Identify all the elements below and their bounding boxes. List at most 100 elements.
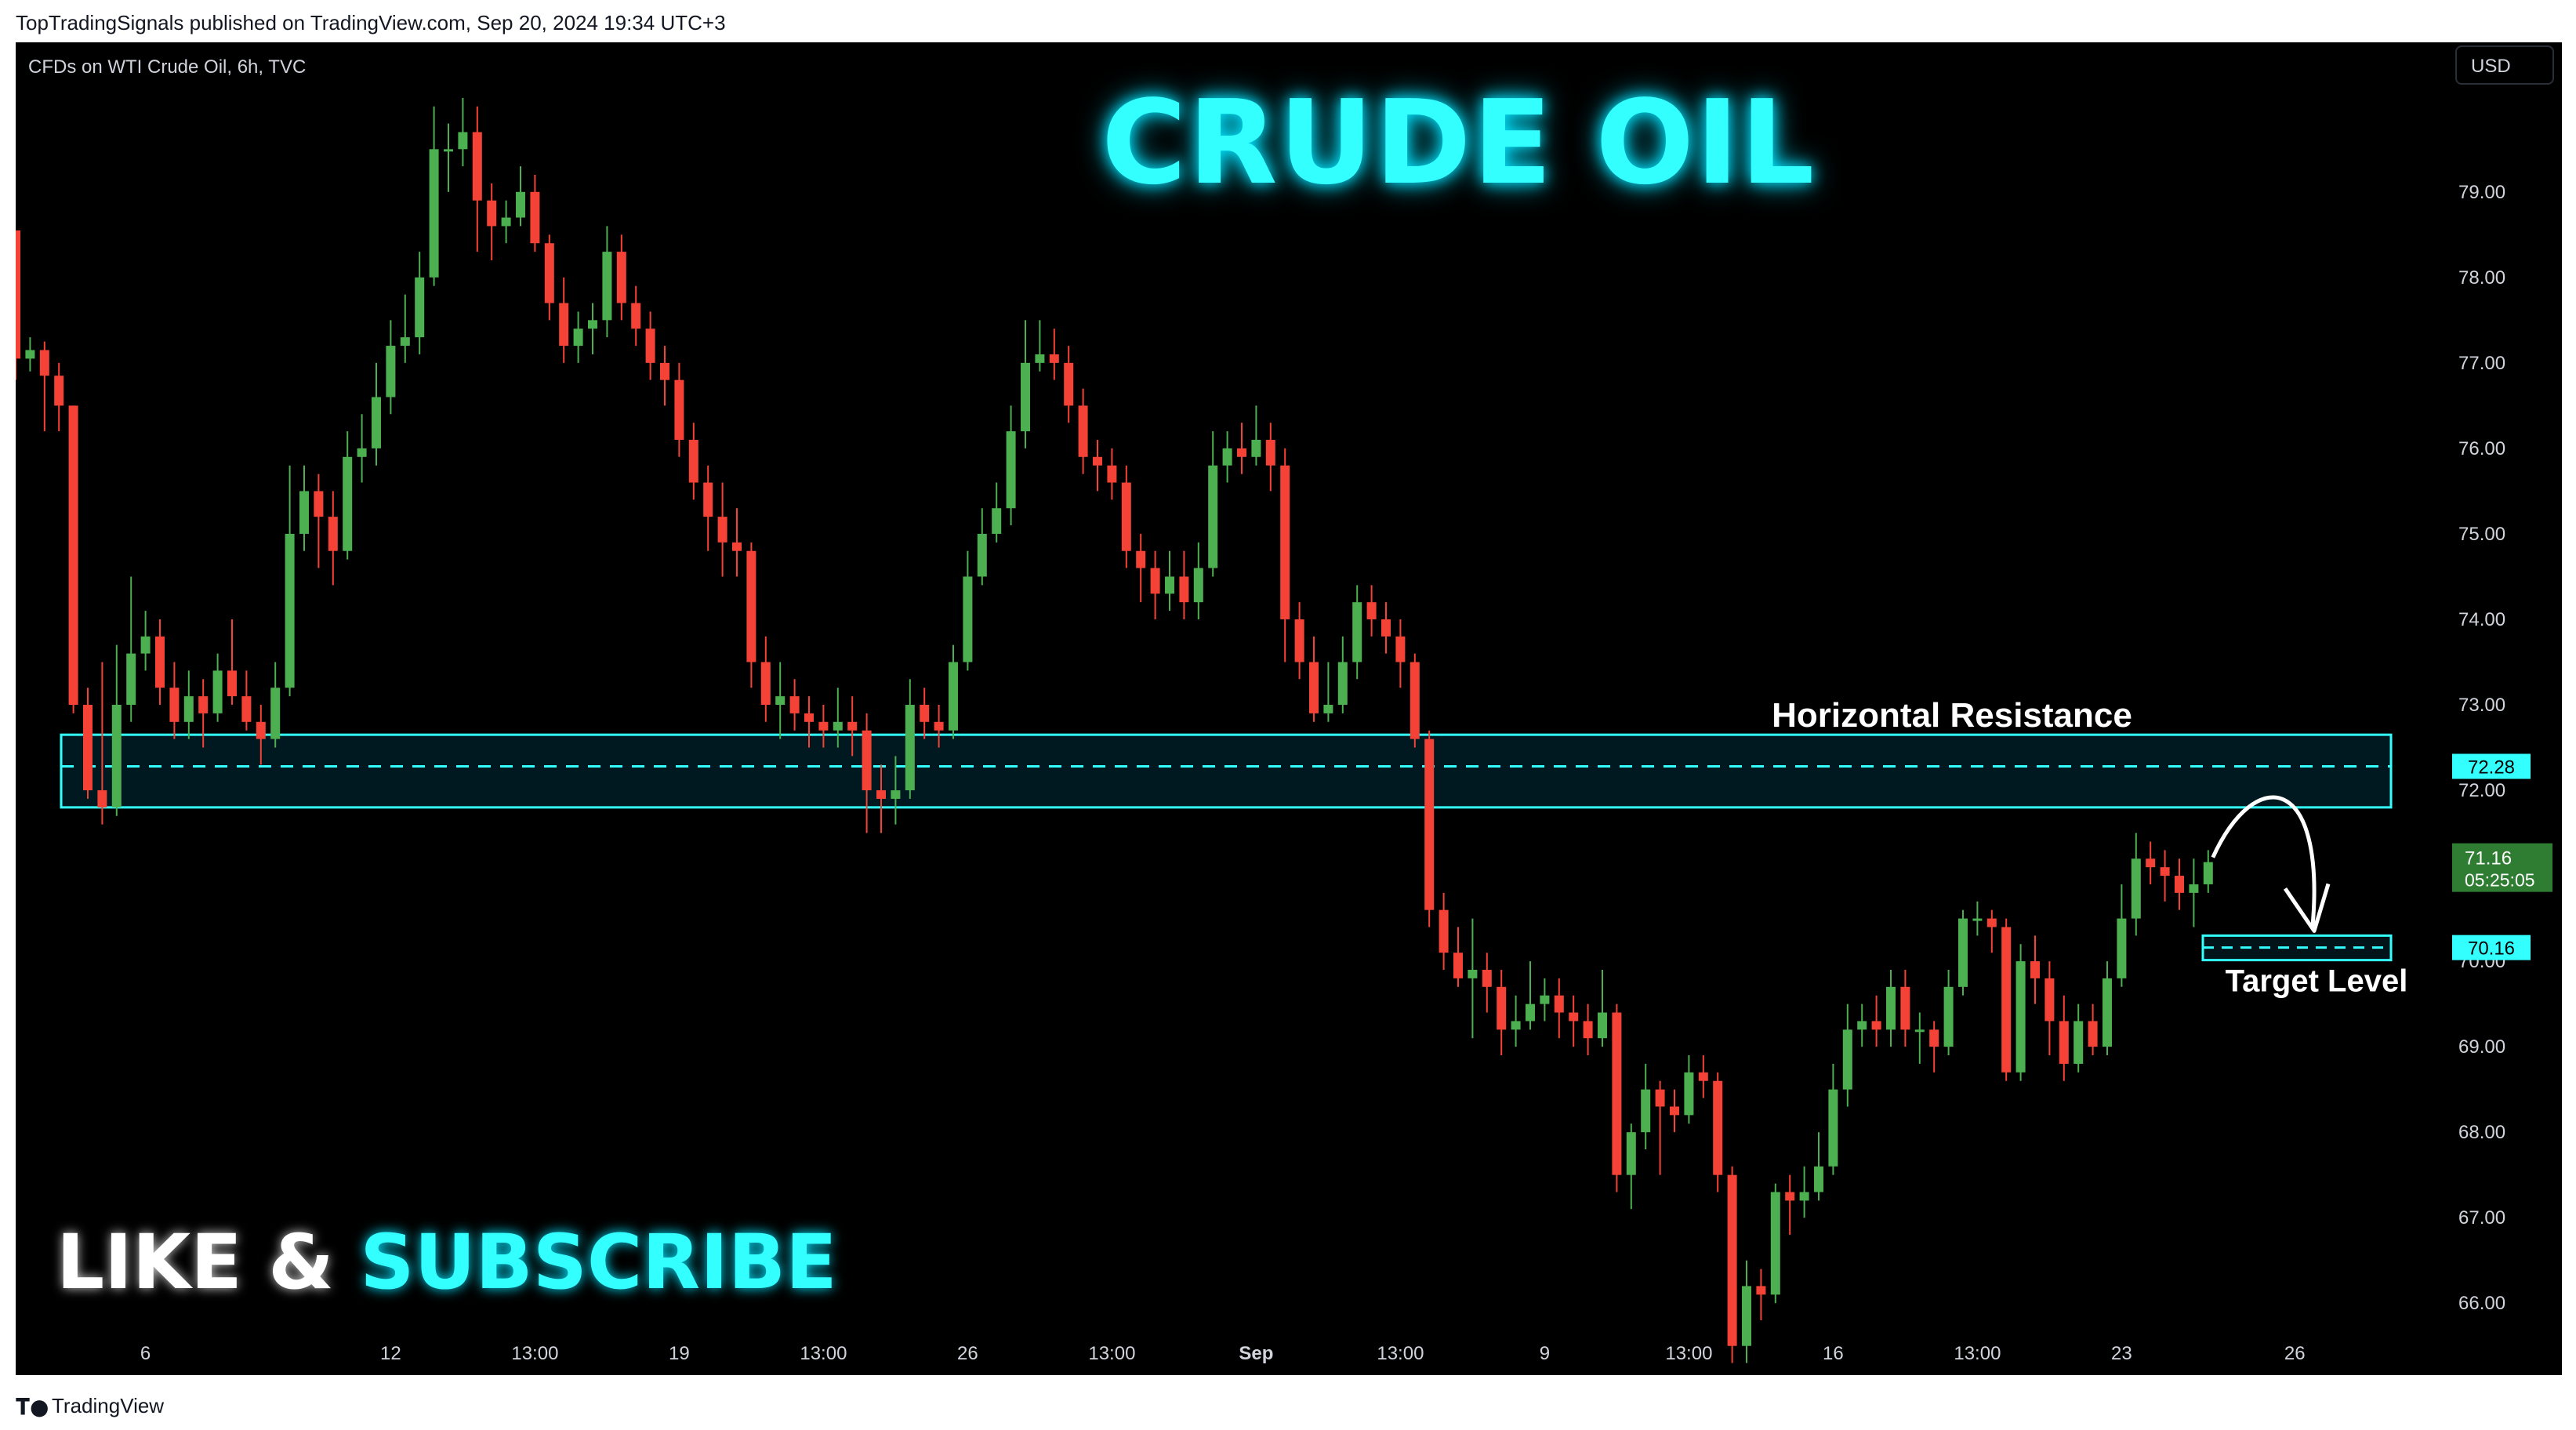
candle-body xyxy=(1107,465,1117,483)
candle-body xyxy=(732,542,742,551)
candle-body xyxy=(1842,1029,1852,1090)
candle-body xyxy=(328,517,338,551)
candle-body xyxy=(1986,918,1997,927)
candle-body xyxy=(2175,876,2184,893)
candle-body xyxy=(54,376,64,406)
candle-body xyxy=(1655,1089,1665,1107)
candle-body xyxy=(2131,858,2141,919)
price-tick-label: 68.00 xyxy=(2458,1122,2505,1143)
candle-body xyxy=(949,662,958,731)
candle-body xyxy=(1785,1192,1795,1201)
candle-body xyxy=(703,482,713,517)
candle-body xyxy=(1439,909,1449,953)
candle-body xyxy=(1251,440,1261,457)
candle-body xyxy=(530,191,540,244)
candle-body xyxy=(183,696,194,722)
candle-body xyxy=(1814,1166,1823,1192)
tradingview-brand[interactable]: TradingView xyxy=(52,1394,165,1417)
cta-subscribe-text: SUBSCRIBE xyxy=(360,1218,837,1306)
tradingview-logo-icon[interactable]: 𝐓● xyxy=(16,1394,49,1420)
candle-body xyxy=(1323,705,1333,713)
candle-body xyxy=(891,790,901,799)
candle-body xyxy=(602,252,612,321)
candle-body xyxy=(833,721,843,731)
candle-body xyxy=(1641,1089,1651,1133)
candle-body xyxy=(1799,1192,1809,1201)
chart-panel[interactable]: 79.00 78.00 77.00 76.00 75.00 74.00 73.00 72.00… xyxy=(16,42,2562,1375)
candle-body xyxy=(1021,362,1030,432)
candle-body xyxy=(1612,1012,1622,1175)
candle-body xyxy=(1381,619,1391,637)
candle-body xyxy=(818,721,829,731)
candle-body xyxy=(660,362,669,380)
candle-body xyxy=(516,191,525,218)
currency-button[interactable]: USD xyxy=(2455,45,2554,85)
candle-body xyxy=(616,252,626,303)
resistance-zone-label: Horizontal Resistance xyxy=(1772,696,2132,735)
candle-body xyxy=(256,721,266,739)
time-tick-label: 13:00 xyxy=(1665,1343,1712,1364)
candle-body xyxy=(588,320,597,329)
current-price-label: 71.16 xyxy=(2465,848,2512,869)
candle-body xyxy=(1136,550,1146,568)
candle-body xyxy=(25,350,35,359)
resistance-price-label: 72.28 xyxy=(2468,757,2515,779)
candle-body xyxy=(2103,978,2112,1047)
candle-body xyxy=(2117,918,2127,978)
time-tick-label: 12 xyxy=(380,1343,401,1364)
candle-body xyxy=(1035,354,1045,363)
candle-body xyxy=(992,508,1002,534)
candle-body xyxy=(674,379,684,440)
candle-body xyxy=(1756,1286,1766,1295)
candle-body xyxy=(1410,662,1420,739)
candle-body xyxy=(1208,465,1218,568)
candle-body xyxy=(169,688,180,722)
like-subscribe-banner: LIKE & SUBSCRIBE xyxy=(56,1218,837,1306)
candle-body xyxy=(83,705,93,791)
candle-body xyxy=(2073,1021,2084,1064)
current-price-tag xyxy=(2452,843,2552,892)
candle-body xyxy=(1828,1089,1838,1167)
candle-body xyxy=(1352,602,1362,662)
candle-body xyxy=(1554,995,1564,1013)
candle-body xyxy=(1670,1106,1679,1116)
resistance-zone xyxy=(60,733,2393,809)
price-tick-label: 78.00 xyxy=(2458,267,2505,289)
candle-body xyxy=(2189,884,2199,893)
cta-like-text: LIKE & xyxy=(56,1218,361,1306)
candle-body xyxy=(804,713,814,722)
candle-body xyxy=(1727,1174,1737,1346)
candle-body xyxy=(760,662,771,705)
candle-body xyxy=(876,790,886,799)
candle-body xyxy=(415,277,425,338)
candle-body xyxy=(1871,1021,1881,1030)
candle-body xyxy=(1222,448,1232,466)
price-tick-label: 75.00 xyxy=(2458,524,2505,545)
candle-body xyxy=(1093,456,1102,466)
candle-body xyxy=(2030,961,2040,978)
candle-body xyxy=(270,688,281,739)
candle-body xyxy=(1366,602,1377,619)
candle-body xyxy=(285,533,295,688)
candle-body xyxy=(573,328,583,347)
candle-body xyxy=(717,517,727,543)
candle-body xyxy=(1468,970,1478,978)
candle-body xyxy=(847,721,858,731)
time-tick-label: 13:00 xyxy=(1954,1343,2001,1364)
candle-body xyxy=(198,696,209,713)
target-price-label: 70.16 xyxy=(2468,938,2515,960)
candlestick-chart[interactable]: 79.00 78.00 77.00 76.00 75.00 74.00 73.00 72.00… xyxy=(16,42,2562,1375)
candle-body xyxy=(1294,619,1304,662)
price-tick-label: 79.00 xyxy=(2458,182,2505,203)
price-tick-label: 74.00 xyxy=(2458,609,2505,630)
symbol-legend[interactable]: CFDs on WTI Crude Oil, 6h, TVC xyxy=(28,56,307,78)
candle-body xyxy=(472,132,482,201)
candle-body xyxy=(126,653,136,705)
time-tick-label: 23 xyxy=(2111,1343,2132,1364)
candle-body xyxy=(1900,986,1910,1030)
candle-body xyxy=(1713,1080,1723,1175)
candle-body xyxy=(343,456,353,551)
candle-body xyxy=(487,200,497,227)
candle-body xyxy=(789,696,800,713)
candle-body xyxy=(1598,1012,1607,1039)
